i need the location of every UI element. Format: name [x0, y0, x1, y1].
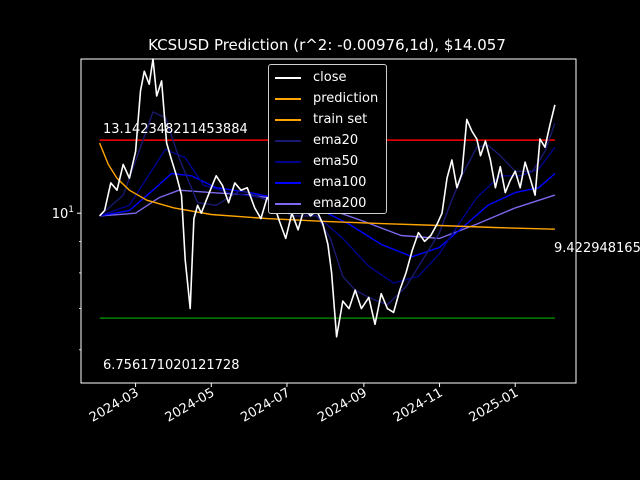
- legend-swatch: [275, 139, 301, 142]
- legend-item: ema100: [269, 172, 386, 193]
- legend-swatch: [275, 202, 301, 205]
- upper-level-label: 13.142348211453884: [103, 122, 248, 137]
- legend-item: close: [269, 67, 386, 88]
- x-tick-label: 2024-07: [238, 385, 293, 425]
- legend-label: ema20: [313, 133, 359, 148]
- legend-label: ema200: [313, 196, 367, 211]
- legend-item: ema20: [269, 130, 386, 151]
- legend-label: prediction: [313, 91, 379, 106]
- legend-swatch: [275, 76, 301, 79]
- legend-label: ema100: [313, 175, 367, 190]
- chart-title: KCSUSD Prediction (r^2: -0.00976,1d), $1…: [148, 36, 506, 54]
- x-tick-label: 2025-01: [467, 385, 522, 425]
- legend-item: prediction: [269, 88, 386, 109]
- legend-swatch: [275, 160, 301, 163]
- legend-label: ema50: [313, 154, 359, 169]
- legend-item: train set: [269, 109, 386, 130]
- y-tick-label: 101: [52, 205, 74, 222]
- legend-swatch: [275, 97, 301, 100]
- legend-item: ema200: [269, 193, 386, 214]
- x-tick-label: 2024-11: [391, 385, 446, 425]
- x-tick-label: 2024-03: [87, 385, 142, 425]
- x-tick-label: 2024-09: [315, 385, 370, 425]
- lower-level-label: 6.756171020121728: [103, 358, 239, 373]
- legend-label: close: [313, 70, 347, 85]
- x-tick-label: 2024-05: [163, 385, 218, 425]
- legend-swatch: [275, 181, 301, 184]
- legend-item: ema50: [269, 151, 386, 172]
- series-line-close: [99, 58, 556, 338]
- legend-swatch: [275, 118, 301, 121]
- series-line-ema50: [99, 146, 556, 284]
- series-line-ema100: [99, 172, 556, 258]
- series-line-prediction: [98, 142, 555, 230]
- prediction-end-label: 9.422948165: [554, 241, 640, 256]
- legend: close prediction train set ema20 ema50 ema100…: [268, 64, 387, 214]
- legend-label: train set: [313, 112, 368, 127]
